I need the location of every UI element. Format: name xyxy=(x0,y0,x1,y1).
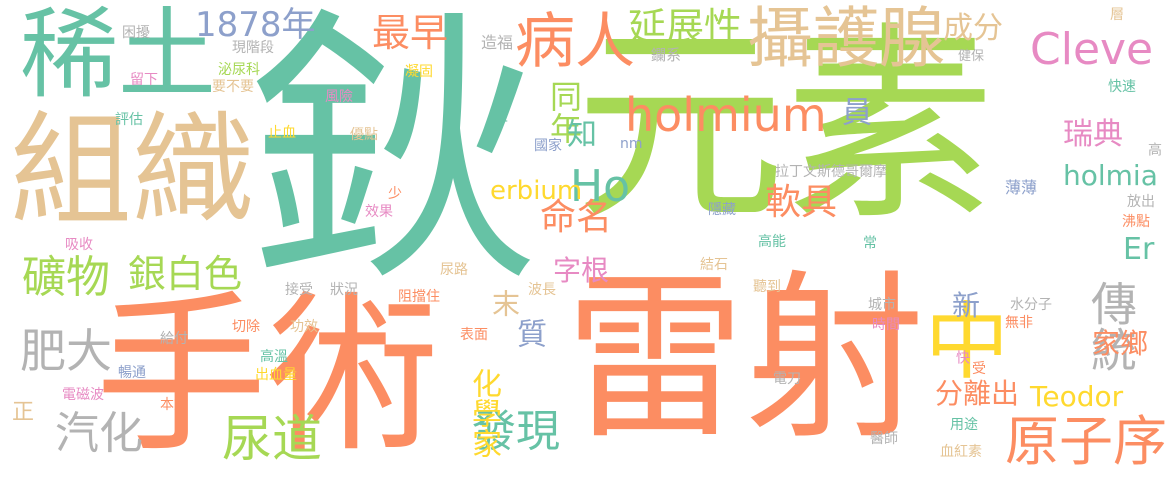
word-cloud-word: 化學家 xyxy=(466,368,501,458)
word-cloud-word: 風險 xyxy=(325,89,353,105)
word-cloud-word: 本文 xyxy=(160,397,188,413)
word-cloud-word: 雷射 xyxy=(565,255,926,464)
word-cloud-word: 沸點 xyxy=(1122,214,1150,230)
word-cloud-word: 正 xyxy=(12,400,35,425)
word-cloud-word: Teodor xyxy=(1030,380,1124,413)
word-cloud-word: 阻擋住 xyxy=(398,289,440,305)
word-cloud-word: 最早 xyxy=(372,11,449,55)
word-cloud-word: 國家 xyxy=(534,138,562,154)
word-cloud-word: 無非 xyxy=(1005,315,1033,331)
word-cloud-word: 高溫 xyxy=(260,349,288,365)
word-cloud-word: 員 xyxy=(836,96,871,126)
word-cloud-word: 快 xyxy=(954,350,970,364)
word-cloud-word: 用途 xyxy=(950,417,978,433)
word-cloud-word: 接受 xyxy=(285,282,313,298)
word-cloud-word: 原子序 xyxy=(1005,410,1167,473)
word-cloud-word: 稀土 xyxy=(20,0,217,112)
word-cloud-word: 波長 xyxy=(528,282,556,298)
word-cloud-word: 常 xyxy=(861,235,877,249)
word-cloud-word: 隱藏 xyxy=(708,202,736,218)
word-cloud-word: 表面 xyxy=(460,327,488,343)
word-cloud-word: 健保 xyxy=(958,49,985,64)
word-cloud-word: 中 xyxy=(925,293,1010,391)
word-cloud-word: Ho xyxy=(570,161,631,212)
word-cloud-word: 凝固 xyxy=(405,64,433,80)
word-cloud-word: 質 xyxy=(511,318,546,348)
word-cloud-word: 傳統 xyxy=(1084,280,1138,372)
word-cloud-word: 元素 xyxy=(575,4,996,249)
word-cloud-word: 高能 xyxy=(758,234,786,250)
word-cloud-word: 造福 xyxy=(481,33,514,52)
word-cloud-word: 拉丁文斯德哥爾摩 xyxy=(775,164,887,180)
word-cloud-word: 手術 xyxy=(95,275,439,476)
word-cloud-word: 現階段 xyxy=(232,40,274,56)
word-cloud-word: 城市 xyxy=(868,297,896,313)
word-cloud-word: 優點 xyxy=(350,127,378,143)
word-cloud-word: holmia xyxy=(1063,159,1158,192)
word-cloud-word: 成分 xyxy=(943,11,1003,46)
word-cloud-word: 時間 xyxy=(872,317,900,333)
word-cloud-word: 評估 xyxy=(115,112,143,128)
word-cloud-word: 1878年 xyxy=(195,5,316,45)
word-cloud-word: 血紅素 xyxy=(940,444,982,460)
word-cloud-word: 層 xyxy=(1110,7,1124,23)
word-cloud-word: 聽到 xyxy=(753,279,781,295)
word-cloud-word: 礦物 xyxy=(22,252,110,303)
word-cloud-word: 主 xyxy=(494,109,508,125)
word-cloud-word: 電磁波 xyxy=(62,387,104,403)
word-cloud-word: 命名 xyxy=(540,197,613,238)
word-cloud-word: 水分子 xyxy=(1010,297,1052,313)
word-cloud-word: 泌尿科 xyxy=(218,62,260,78)
word-cloud-word: 發現 xyxy=(472,406,560,457)
word-cloud-word: holmium xyxy=(625,88,827,142)
word-cloud-word: 出血量 xyxy=(255,367,297,383)
word-cloud-word: 放出 xyxy=(1127,194,1155,210)
word-cloud-word: 尿路 xyxy=(440,262,468,278)
word-cloud-word: 效果 xyxy=(365,204,393,220)
word-cloud-word: 攝護腺 xyxy=(747,0,945,77)
word-cloud-word: 軟具 xyxy=(765,182,838,223)
word-cloud-word: 少 xyxy=(388,186,402,202)
word-cloud-word: 給付 xyxy=(160,331,188,347)
word-cloud-word: 字根 xyxy=(553,254,610,287)
word-cloud-word: 薄薄 xyxy=(1005,178,1038,197)
word-cloud-word: erbium xyxy=(490,176,583,206)
word-cloud-word: 狀況 xyxy=(330,282,358,298)
word-cloud-word: nm xyxy=(620,136,643,152)
word-cloud-word: 止血 xyxy=(268,125,296,141)
word-cloud-word: 汽化 xyxy=(55,408,143,459)
word-cloud-word: 銀白色 xyxy=(128,252,243,296)
word-cloud-word: 要不要 xyxy=(212,79,254,95)
word-cloud-word: 瑞典 xyxy=(1063,117,1123,152)
word-cloud-word: 暢通 xyxy=(118,365,146,381)
word-cloud-word: 吸收 xyxy=(65,237,93,253)
word-cloud-word: 新 xyxy=(952,289,981,322)
word-cloud-word: 電刀 xyxy=(773,371,801,387)
word-cloud-word: Cleve xyxy=(1030,24,1154,75)
word-cloud-word: 肥大 xyxy=(20,324,112,378)
word-cloud-word: 困擾 xyxy=(122,25,150,41)
word-cloud-word: 知 xyxy=(561,118,596,148)
word-cloud-word: 鑭系 xyxy=(651,46,682,64)
word-cloud-word: 末 xyxy=(488,289,521,317)
word-cloud-word: 結石 xyxy=(700,257,728,273)
word-cloud-word: 鈥 xyxy=(248,0,538,323)
word-cloud-word: 延展性 xyxy=(628,5,743,49)
word-cloud-word: 切除 xyxy=(232,319,260,335)
word-cloud-word: 功效 xyxy=(290,319,318,335)
word-cloud-word: Er xyxy=(1123,232,1155,267)
word-cloud-word: 受 xyxy=(972,361,986,377)
word-cloud-word: 快速 xyxy=(1108,79,1136,95)
word-cloud-word: 分離出 xyxy=(935,377,1020,410)
word-cloud-word: 尿道 xyxy=(222,410,322,468)
word-cloud-word: 組織 xyxy=(10,100,254,242)
word-cloud-word: 高 xyxy=(1146,142,1162,156)
word-cloud-word: 留下 xyxy=(130,72,158,88)
word-cloud-word: 病人 xyxy=(515,7,635,77)
word-cloud-word: 家鄉 xyxy=(1092,327,1149,360)
word-cloud-word: 同年 xyxy=(545,80,583,144)
word-cloud-word: 醫師 xyxy=(870,431,898,447)
